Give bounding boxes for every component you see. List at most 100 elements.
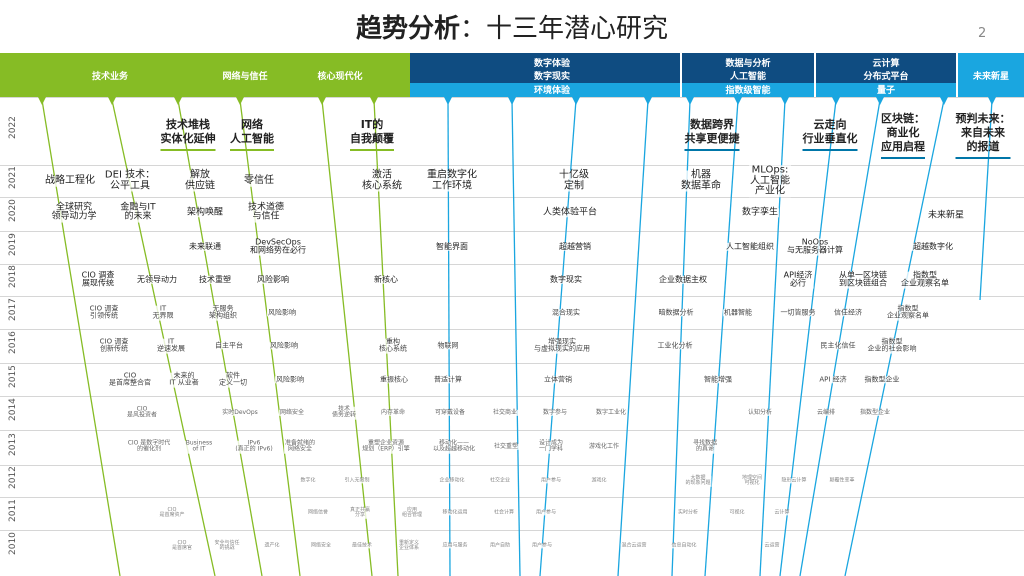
trend-item: 安全与信任 的挑战 (213, 539, 241, 552)
trend-line (979, 99, 993, 301)
trend-item: 架构唤醒 (185, 207, 225, 218)
year-gridline (0, 497, 1024, 498)
trend-line (844, 99, 945, 576)
trend-item: CIO 是风投资者 (125, 405, 159, 420)
trend-item: 指数型 企业观察名单 (900, 270, 950, 289)
trend-item: 真正共赢 分享 (348, 506, 372, 519)
trend-item: CIO 是首席资产 (158, 506, 186, 519)
trend-line (321, 99, 373, 576)
trend-item: 人工智能组织 (725, 241, 775, 252)
trend-item: 社交商业 (491, 408, 519, 417)
trend-item: 重振核心 (379, 375, 409, 384)
page-number: 2 (978, 26, 987, 41)
trend-item: 可视化 (728, 509, 746, 516)
trend-item: 智能界面 (435, 241, 469, 252)
trend-item: Business of IT (184, 439, 214, 454)
band-label: 数据与分析 (725, 59, 771, 69)
band-label: 量子 (876, 86, 896, 96)
headline-2022: 区块链： 商业化 应用启程 (881, 112, 925, 159)
trend-item: 未来的 IT 从业者 (168, 371, 200, 388)
trend-item: 风险影响 (267, 308, 297, 317)
band-label: 核心现代化 (317, 72, 363, 82)
trend-item: 云计算 (773, 509, 791, 516)
trend-item: 地理空间 可视化 (740, 474, 764, 487)
trend-item: 机器 数据革命 (680, 169, 722, 192)
trend-item: 指数型企业 (863, 375, 901, 384)
trend-item: 云运营 (763, 542, 781, 549)
trend-item: 无领导动力 (136, 274, 178, 285)
trend-item: 隐形云计算 (780, 477, 808, 484)
trend-item: 大数据 的现象问题 (684, 474, 712, 487)
trend-item: API经济 必行 (782, 270, 814, 289)
trend-item: 金融与IT 的未来 (119, 202, 157, 223)
trend-item: 指数型企业 (858, 408, 892, 417)
year-gridline (0, 165, 1024, 166)
trend-item: 企业数据主权 (658, 274, 708, 285)
trend-item: 技术 债务逆转 (330, 405, 358, 420)
trend-item: 用户参与 (539, 477, 563, 484)
trend-item: 用户参与 (530, 542, 554, 549)
trend-item: 用户自助 (488, 542, 512, 549)
trend-item: 社会计算 (492, 509, 516, 516)
trend-item: 可穿戴设备 (433, 408, 467, 417)
year-gridline (0, 231, 1024, 232)
trend-item: 普适计算 (433, 375, 463, 384)
trend-item: 企业移动化 (438, 477, 466, 484)
trend-item: 机器智能 (723, 308, 753, 317)
trend-item: 智能增强 (703, 375, 733, 384)
trend-item: 风险影响 (256, 274, 290, 285)
trend-item: 风险影响 (269, 341, 299, 350)
trend-line (704, 99, 739, 576)
trend-item: 暗数据分析 (657, 308, 695, 317)
title-light: ：十三年潜心研究 (460, 14, 669, 44)
trend-item: 寻找数据 的真谛 (691, 439, 719, 454)
page-title: 趋势分析：十三年潜心研究 (0, 8, 1024, 45)
band-block (682, 53, 814, 83)
trend-arrow (444, 97, 452, 105)
trend-item: 战略工程化 (44, 174, 96, 187)
trend-item: 应用 组合管理 (400, 506, 424, 519)
trend-item: 网络安全 (278, 408, 306, 417)
trend-item: DevSecOps 和网络势在必行 (249, 237, 307, 256)
trend-item: 软件 定义一切 (218, 371, 248, 388)
trend-line (779, 99, 837, 576)
trend-item: 最佳技术 (350, 542, 374, 549)
trend-item: IPv6 (真正的 IPv6) (234, 439, 274, 454)
headline-2022: 网络 人工智能 (230, 118, 274, 151)
band-block (410, 83, 680, 97)
trend-item: 颠覆性变革 (828, 477, 856, 484)
band-label: 人工智能 (729, 72, 767, 82)
trend-item: 实时分析 (676, 509, 700, 516)
trend-item: 物联网 (436, 341, 460, 350)
trend-item: CIO 调查 引领传统 (88, 304, 120, 321)
trend-item: MLOps: 人工智能 产业化 (749, 164, 791, 197)
year-gridline (0, 296, 1024, 297)
headline-2022: 预判未来： 来自未来 的报道 (955, 112, 1011, 159)
trend-item: 社交企业 (488, 477, 512, 484)
trend-arrow (686, 97, 694, 105)
trend-arrow (236, 97, 244, 105)
year-gridline (0, 329, 1024, 330)
trend-item: 指数型 企业观察名单 (886, 304, 930, 321)
trend-item: 信任经济 (833, 308, 863, 317)
year-gridline (0, 363, 1024, 364)
trend-item: 信息自动化 (670, 542, 698, 549)
trend-item: 增强现实 与虚拟现实的应用 (533, 337, 591, 354)
trend-arrow (370, 97, 378, 105)
trend-item: CIO 是首席官 (170, 539, 194, 552)
trend-item: 混合现实 (551, 308, 581, 317)
trend-line (799, 99, 881, 576)
trend-item: 未来新星 (926, 210, 966, 221)
trend-item: 游戏化工作 (587, 442, 621, 451)
band-label: 技术业务 (91, 72, 129, 82)
trend-arrow (876, 97, 884, 105)
trend-item: 网络信誉 (306, 509, 330, 516)
trend-item: IT 逆速发展 (156, 337, 186, 354)
trend-item: 激活 核心系统 (361, 169, 403, 192)
trend-item: 解放 供应链 (184, 169, 216, 192)
trend-line (511, 99, 521, 576)
trend-item: 工业化分析 (656, 341, 694, 350)
band-block (410, 53, 680, 83)
trend-item: CIO 调查 创新传统 (98, 337, 130, 354)
trend-item: 数字参与 (541, 408, 569, 417)
